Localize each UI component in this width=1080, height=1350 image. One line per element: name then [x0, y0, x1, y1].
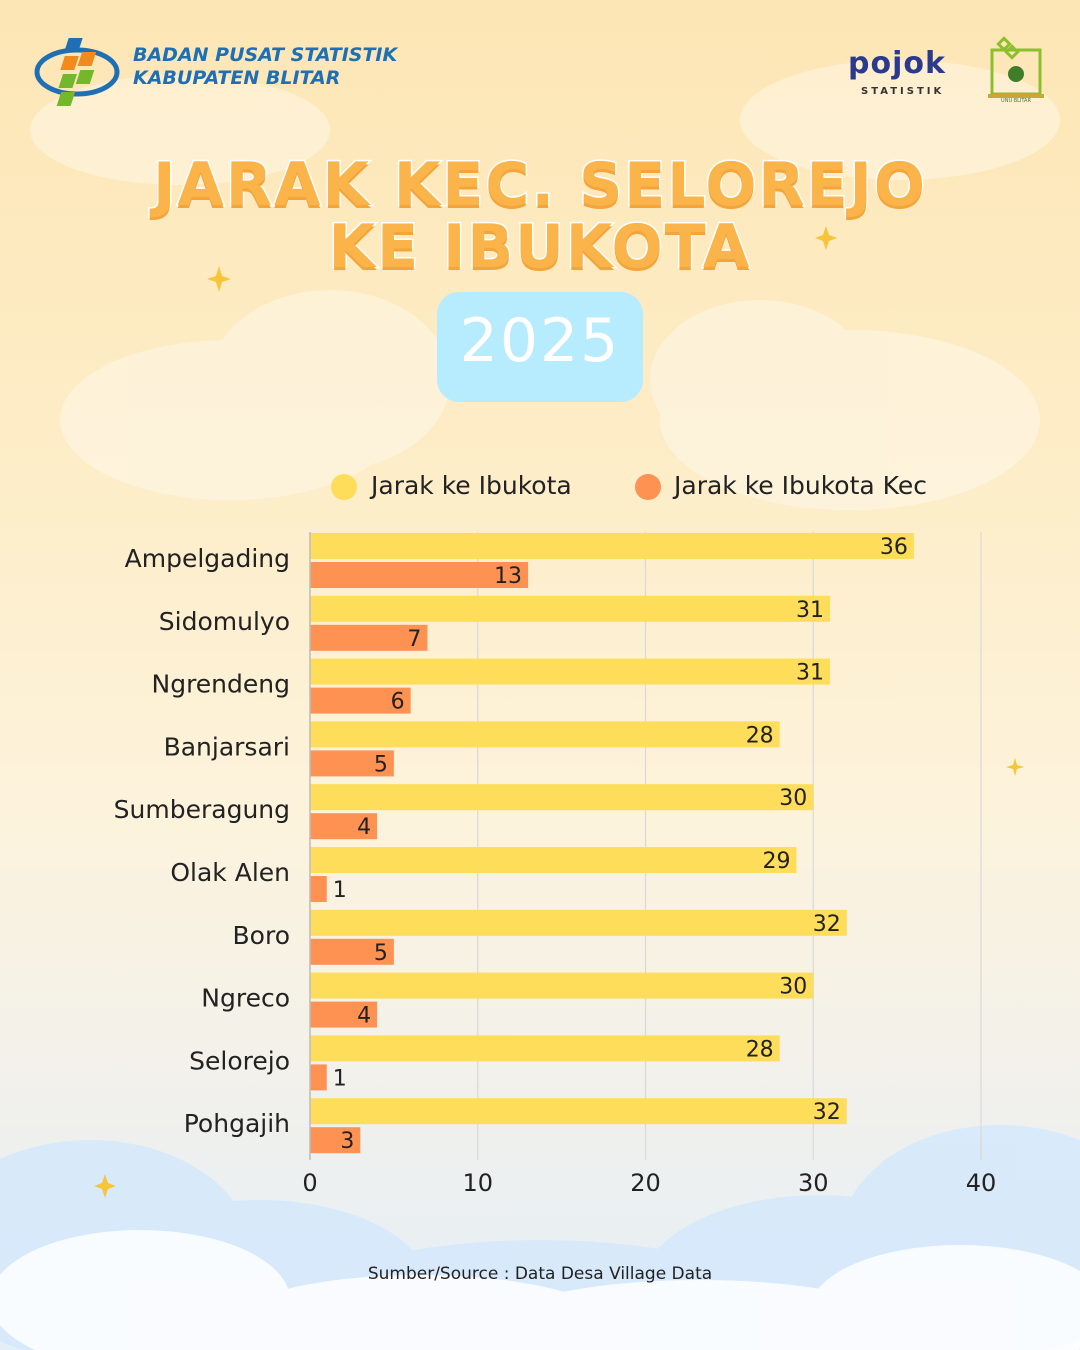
pojok-logo-subtext: STATISTIK	[861, 86, 945, 97]
bar-series1	[310, 972, 814, 999]
category-label: Ampelgading	[125, 544, 290, 573]
data-label: 4	[357, 1004, 371, 1029]
bar-series1	[310, 533, 914, 559]
data-label: 30	[779, 975, 807, 1000]
bar-series2	[310, 1001, 378, 1028]
category-label: Ngreco	[201, 984, 290, 1013]
legend-label-series1: Jarak ke Ibukota	[371, 471, 572, 500]
data-label: 13	[494, 564, 522, 589]
bar-series1	[310, 909, 847, 936]
bar-series2	[310, 813, 378, 840]
legend-dot-series2	[635, 474, 661, 500]
data-label: 28	[746, 723, 774, 748]
x-tick-label: 40	[966, 1169, 997, 1197]
legend-label-series2: Jarak ke Ibukota Kec	[674, 471, 927, 500]
data-label: 28	[746, 1037, 774, 1062]
data-label: 31	[796, 598, 824, 623]
bar-series1	[310, 595, 831, 622]
bar-series2	[310, 750, 394, 777]
legend-dot-series1	[331, 474, 357, 500]
bar-series2	[310, 1127, 361, 1154]
sparkle-icons	[94, 226, 1024, 1198]
title-line2: KE IBUKOTA	[327, 211, 752, 284]
category-label: Boro	[233, 921, 290, 950]
bar-series2	[310, 562, 529, 588]
university-logo-icon: UNU BLITAR	[988, 36, 1044, 104]
bar-series2	[310, 687, 411, 714]
bar-series2	[310, 1064, 327, 1091]
university-logo-text: UNU BLITAR	[1001, 98, 1031, 104]
bar-series2	[310, 876, 327, 902]
bar-series2	[310, 624, 428, 651]
data-label: 5	[374, 752, 388, 777]
bar-series1	[310, 1035, 780, 1062]
bar-series1	[310, 658, 831, 685]
x-tick-label: 30	[798, 1169, 829, 1197]
data-label: 30	[779, 786, 807, 811]
data-label: 32	[813, 1100, 841, 1125]
data-label: 1	[333, 878, 347, 903]
bar-series1	[310, 784, 814, 811]
category-label: Banjarsari	[164, 732, 290, 761]
category-label: Ngrendeng	[152, 670, 291, 699]
bar-series1	[310, 1098, 847, 1125]
category-label: Sumberagung	[114, 795, 290, 824]
data-label: 6	[391, 690, 405, 715]
title-line1: JARAK KEC. SELOREJO	[152, 149, 927, 222]
year-badge	[437, 292, 643, 402]
bar-series2	[310, 938, 394, 965]
pojok-logo-text: pojok	[848, 46, 946, 81]
org-name-line2: KABUPATEN BLITAR	[133, 67, 341, 89]
category-label: Pohgajih	[184, 1109, 290, 1138]
source-note: Sumber/Source : Data Desa Village Data	[367, 1264, 713, 1284]
data-label: 31	[796, 661, 824, 686]
category-label: Olak Alen	[170, 858, 290, 887]
data-label: 3	[340, 1129, 354, 1154]
bps-logo-icon	[34, 38, 120, 106]
bar-series1	[310, 847, 797, 873]
data-label: 32	[813, 912, 841, 937]
x-tick-label: 0	[302, 1169, 317, 1197]
data-label: 29	[762, 849, 790, 874]
category-label: Selorejo	[189, 1046, 290, 1075]
year-text: 2025	[459, 306, 621, 376]
data-label: 1	[333, 1066, 347, 1091]
org-name-line1: BADAN PUSAT STATISTIK	[133, 44, 398, 66]
category-label: Sidomulyo	[159, 607, 290, 636]
data-label: 7	[407, 627, 421, 652]
bar-series1	[310, 721, 780, 748]
data-label: 36	[880, 535, 908, 560]
data-label: 4	[357, 815, 371, 840]
data-label: 5	[374, 941, 388, 966]
x-tick-label: 20	[630, 1169, 661, 1197]
x-tick-label: 10	[462, 1169, 493, 1197]
